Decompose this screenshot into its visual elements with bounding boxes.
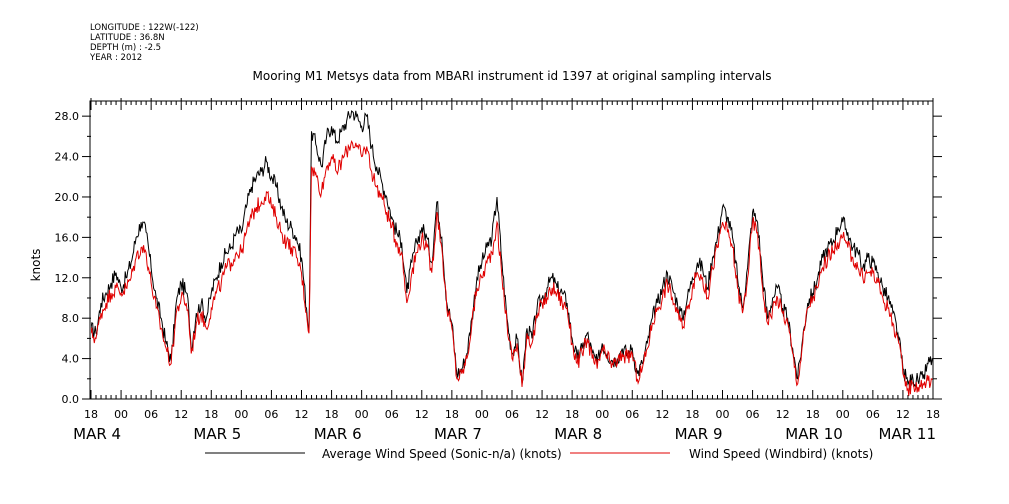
x-day-label: MAR 10 — [785, 425, 842, 443]
x-day-label: MAR 9 — [675, 425, 723, 443]
x-hour-label: 00 — [355, 408, 369, 421]
x-day-label: MAR 7 — [434, 425, 482, 443]
header-depth: DEPTH (m) : -2.5 — [90, 43, 161, 53]
header-latitude: LATITUDE : 36.8N — [90, 33, 165, 43]
y-tick-label: 8.0 — [62, 312, 80, 325]
header-year: YEAR : 2012 — [89, 53, 142, 63]
y-tick-label: 0.0 — [62, 393, 80, 406]
x-hour-label: 00 — [114, 408, 128, 421]
x-hour-label: 06 — [746, 408, 760, 421]
x-hour-label: 12 — [415, 408, 429, 421]
y-tick-label: 12.0 — [55, 272, 80, 285]
header-info: LONGITUDE : 122W(-122) LATITUDE : 36.8N … — [89, 23, 199, 63]
x-day-label: MAR 6 — [314, 425, 362, 443]
x-hour-label: 06 — [144, 408, 158, 421]
series-line-average — [91, 110, 933, 389]
x-hour-label: 06 — [866, 408, 880, 421]
x-hour-label: 00 — [234, 408, 248, 421]
x-hour-label: 18 — [325, 408, 339, 421]
series-layer — [91, 110, 933, 397]
y-tick-label: 20.0 — [55, 191, 80, 204]
y-tick-label: 28.0 — [55, 110, 80, 123]
legend-label-windbird: Wind Speed (Windbird) (knots) — [689, 447, 873, 461]
x-hour-label: 06 — [385, 408, 399, 421]
x-day-label: MAR 5 — [193, 425, 241, 443]
x-hour-label: 18 — [806, 408, 820, 421]
x-hour-label: 00 — [836, 408, 850, 421]
x-hour-label: 12 — [776, 408, 790, 421]
x-hour-label: 12 — [896, 408, 910, 421]
axes: 0.0 4.0 8.0 12.0 16.0 20.0 24.0 28.0 18 00 06 12 18 0… — [55, 98, 942, 443]
x-hour-label: 00 — [595, 408, 609, 421]
y-tick-label: 4.0 — [62, 353, 80, 366]
x-hour-label: 18 — [685, 408, 699, 421]
header-longitude: LONGITUDE : 122W(-122) — [90, 23, 199, 33]
x-hour-label: 06 — [625, 408, 639, 421]
x-hour-label: 06 — [505, 408, 519, 421]
x-hour-label: 18 — [565, 408, 579, 421]
y-tick-label: 24.0 — [55, 151, 80, 164]
x-hour-label: 00 — [475, 408, 489, 421]
x-hour-label: 18 — [445, 408, 459, 421]
legend: Average Wind Speed (Sonic-n/a) (knots) W… — [205, 447, 873, 461]
x-day-label: MAR 4 — [73, 425, 121, 443]
x-hour-label: 12 — [295, 408, 309, 421]
x-hour-label: 12 — [535, 408, 549, 421]
plot-area — [89, 100, 934, 400]
x-hour-label: 18 — [926, 408, 940, 421]
x-day-label: MAR 8 — [554, 425, 602, 443]
y-axis-label: knots — [29, 249, 43, 282]
series-line-windbird — [91, 140, 933, 397]
x-hour-label: 00 — [716, 408, 730, 421]
x-hour-label: 12 — [655, 408, 669, 421]
x-hour-label: 12 — [174, 408, 188, 421]
chart-title: Mooring M1 Metsys data from MBARI instru… — [253, 69, 772, 83]
x-hour-label: 18 — [204, 408, 218, 421]
x-hour-label: 18 — [84, 408, 98, 421]
x-hour-label: 06 — [264, 408, 278, 421]
legend-label-average: Average Wind Speed (Sonic-n/a) (knots) — [322, 447, 562, 461]
y-tick-label: 16.0 — [55, 231, 80, 244]
x-day-label: MAR 11 — [879, 425, 936, 443]
